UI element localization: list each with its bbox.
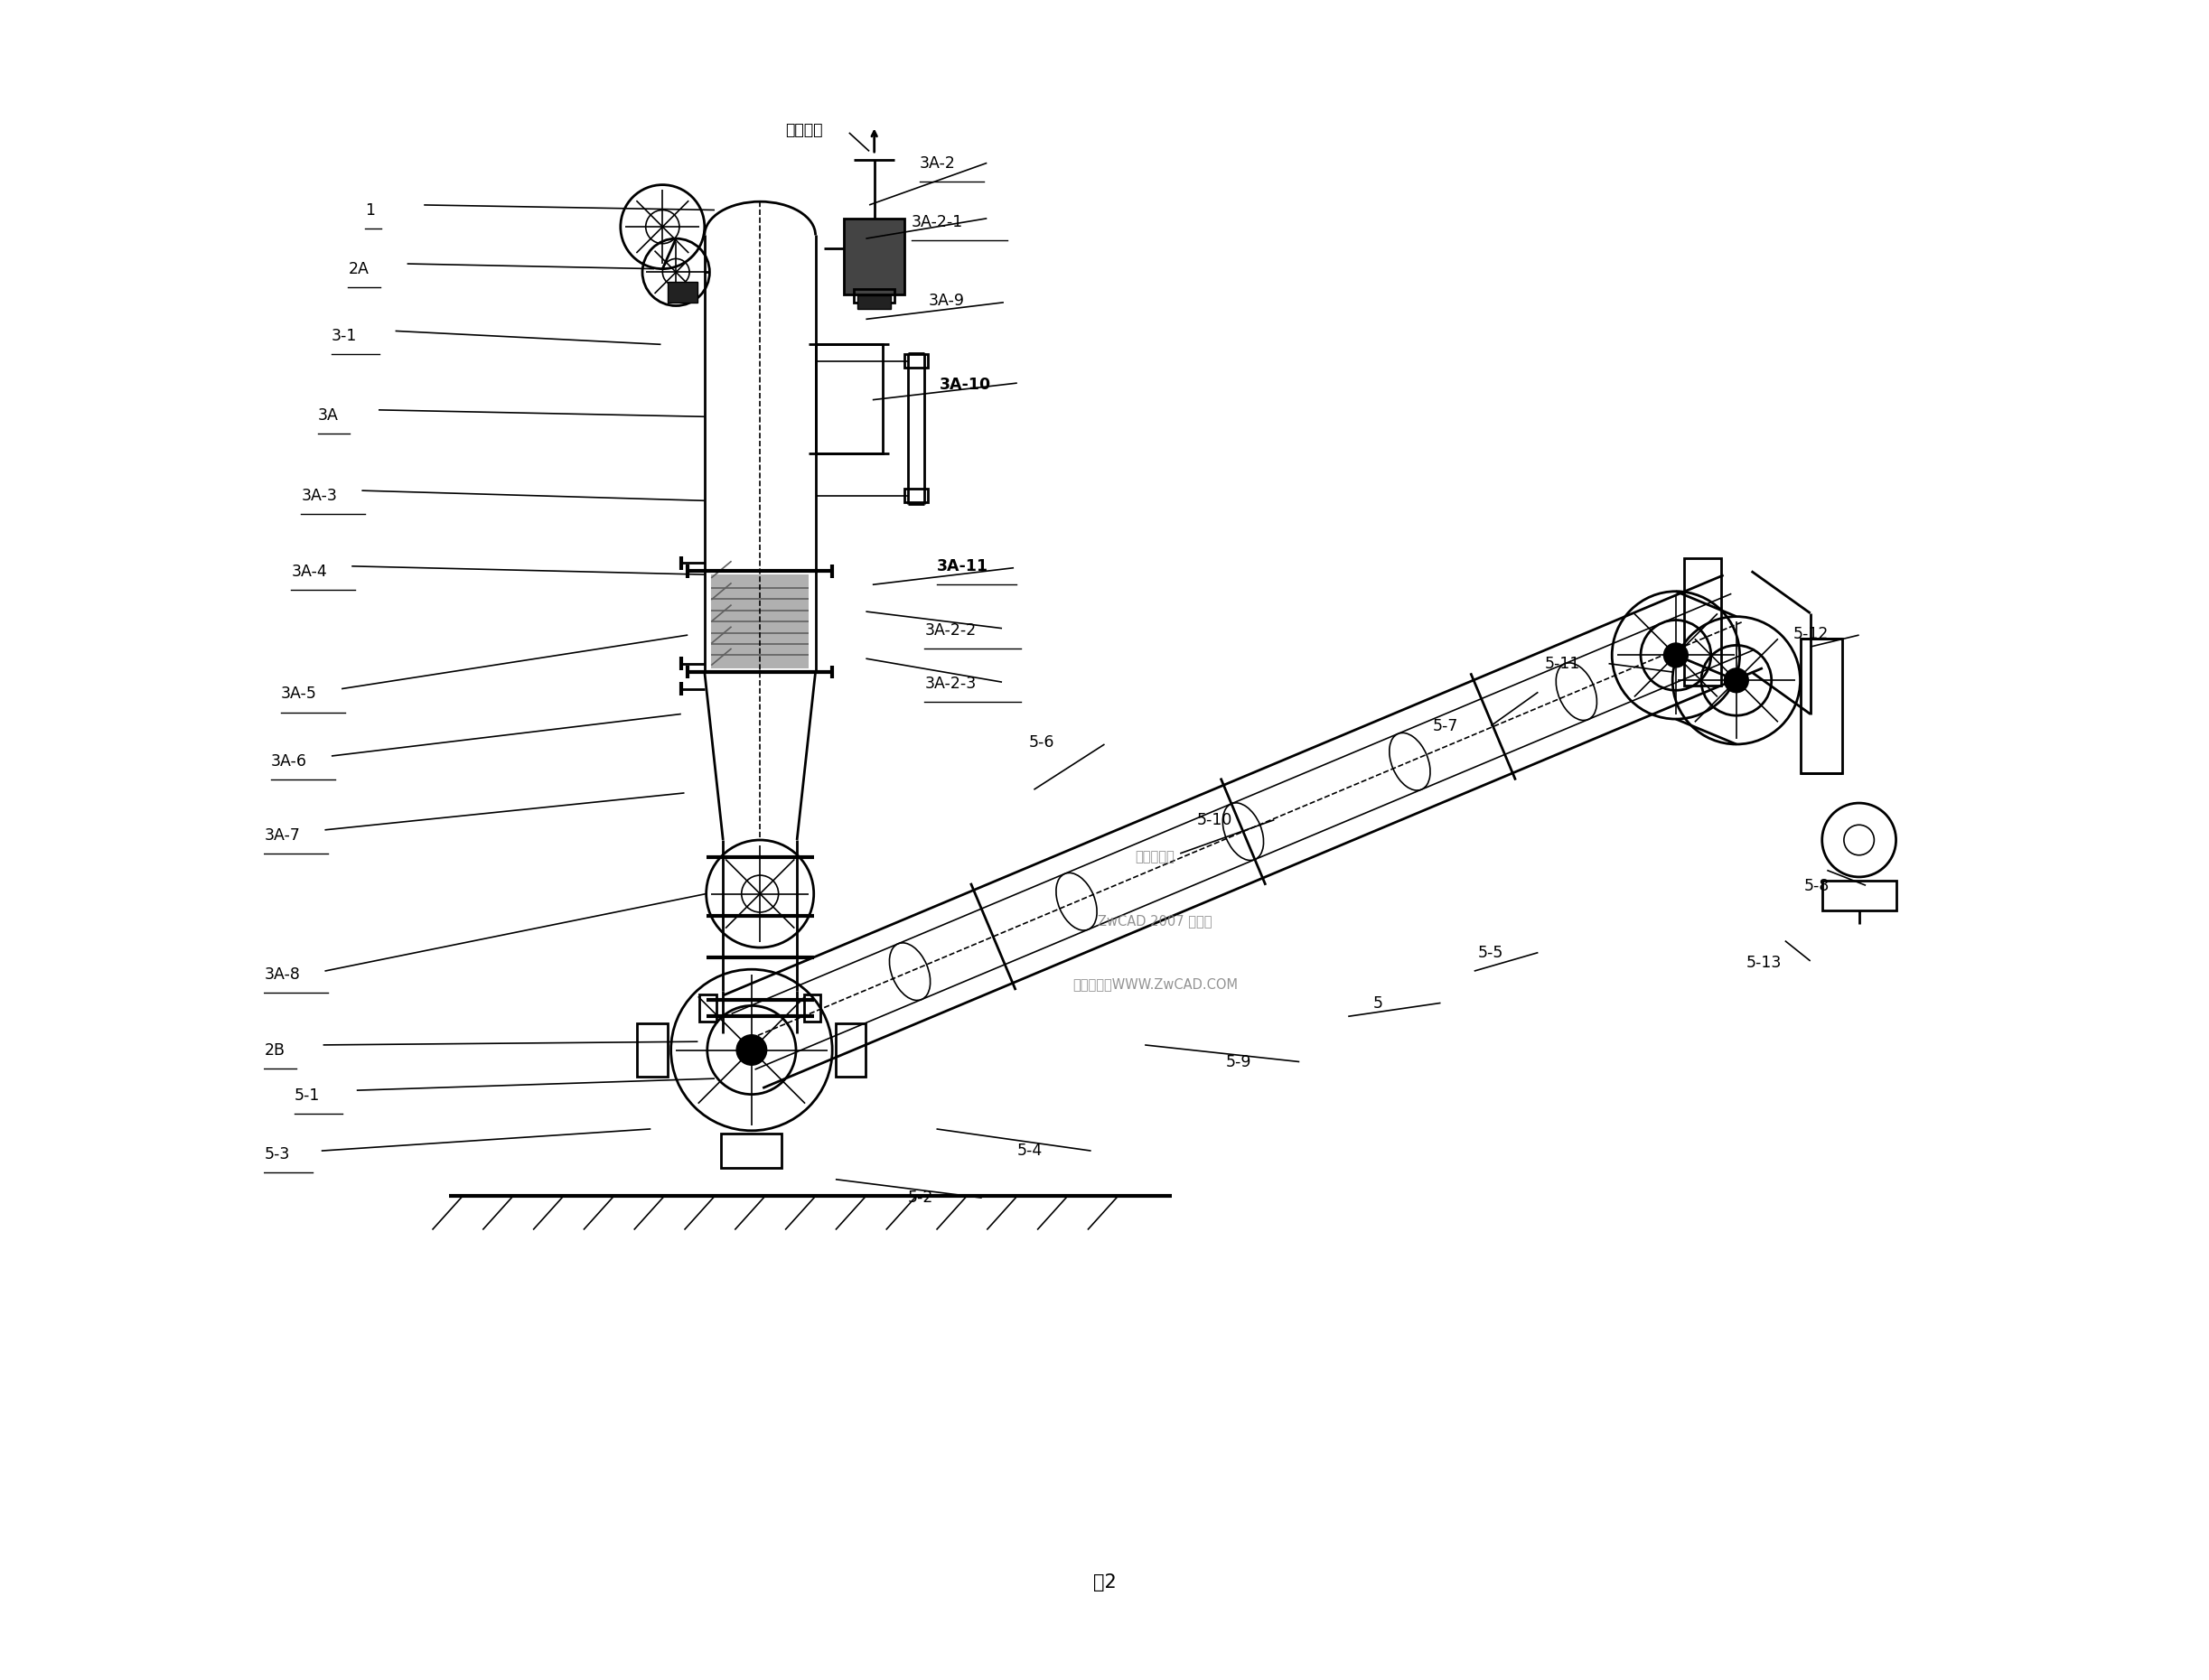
Text: 5-5: 5-5	[1478, 944, 1502, 961]
Bar	[903, 354, 928, 368]
Text: 5-7: 5-7	[1431, 717, 1458, 734]
Bar	[815, 344, 884, 454]
Text: ZwCAD 2007 试用版: ZwCAD 2007 试用版	[1098, 914, 1213, 927]
Bar	[1683, 558, 1721, 685]
Text: 5-6: 5-6	[1029, 734, 1054, 751]
Text: 5-10: 5-10	[1197, 811, 1233, 828]
Text: 3-1: 3-1	[331, 328, 358, 344]
Text: 5-9: 5-9	[1226, 1053, 1250, 1070]
Text: 3A-2-1: 3A-2-1	[912, 213, 963, 230]
Bar	[711, 575, 808, 669]
Text: 5-1: 5-1	[294, 1087, 320, 1104]
Text: 3A-6: 3A-6	[272, 753, 307, 769]
Text: 3A-9: 3A-9	[928, 292, 963, 309]
Text: 5-3: 5-3	[265, 1146, 289, 1163]
Text: 3A-10: 3A-10	[939, 376, 992, 393]
Text: 3A-7: 3A-7	[265, 827, 300, 843]
Bar	[903, 489, 928, 502]
Text: 3A-2-3: 3A-2-3	[926, 675, 976, 692]
Text: 2A: 2A	[349, 260, 369, 277]
Text: 5-2: 5-2	[908, 1189, 934, 1206]
Text: 5-13: 5-13	[1747, 954, 1783, 971]
Text: 5: 5	[1374, 995, 1383, 1011]
Bar	[835, 1023, 866, 1077]
Text: 3A-5: 3A-5	[281, 685, 318, 702]
Bar	[1822, 880, 1895, 911]
Text: 3A-4: 3A-4	[292, 563, 327, 580]
Text: 含油白土: 含油白土	[784, 121, 822, 138]
Bar	[1800, 638, 1842, 773]
Text: 2B: 2B	[265, 1042, 285, 1058]
Text: 3A-3: 3A-3	[300, 487, 338, 504]
Circle shape	[1725, 669, 1747, 692]
Bar	[667, 282, 698, 302]
Bar	[844, 218, 903, 294]
Bar	[638, 1023, 667, 1077]
Bar	[804, 995, 820, 1021]
Text: 3A-8: 3A-8	[265, 966, 300, 983]
Text: 1: 1	[364, 202, 376, 218]
Circle shape	[1663, 643, 1688, 667]
Text: 详情请查阅WWW.ZwCAD.COM: 详情请查阅WWW.ZwCAD.COM	[1071, 978, 1237, 991]
Text: 3A-2-2: 3A-2-2	[926, 622, 976, 638]
Text: 5-4: 5-4	[1016, 1142, 1043, 1159]
Text: 5-12: 5-12	[1794, 625, 1829, 642]
Text: 图2: 图2	[1093, 1574, 1116, 1591]
Text: 5-8: 5-8	[1803, 877, 1829, 894]
Bar	[855, 289, 895, 302]
Bar	[857, 296, 890, 309]
Text: 3A-2: 3A-2	[919, 155, 956, 171]
Text: 3A: 3A	[318, 407, 338, 423]
Circle shape	[738, 1035, 767, 1065]
Text: 您正在使用: 您正在使用	[1135, 850, 1175, 864]
Text: 5-11: 5-11	[1544, 655, 1579, 672]
Bar	[700, 995, 716, 1021]
Bar	[722, 1134, 782, 1168]
Text: 3A-11: 3A-11	[937, 558, 987, 575]
